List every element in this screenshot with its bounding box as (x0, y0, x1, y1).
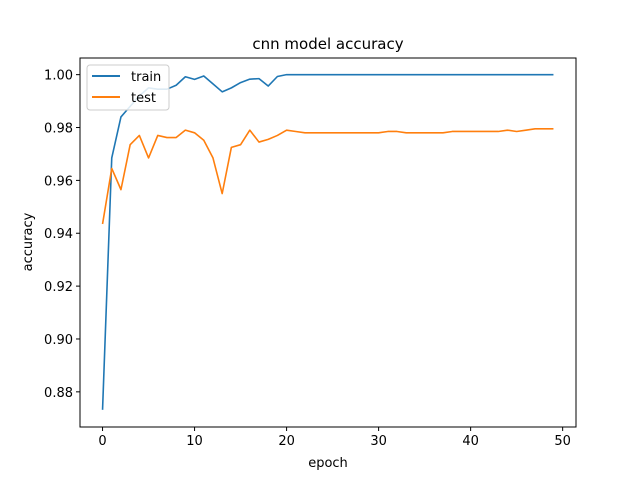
legend: train test (86, 64, 170, 111)
x-tick-label: 20 (278, 434, 295, 449)
y-axis-title: accuracy (21, 212, 36, 271)
y-tick-label: 0.98 (44, 122, 73, 137)
y-tick-label: 0.88 (44, 386, 73, 401)
plot-area (101, 73, 554, 410)
axes-frame (79, 57, 577, 428)
legend-label-train: train (131, 70, 161, 85)
x-axis-title: epoch (308, 456, 348, 471)
x-tick-label: 10 (186, 434, 203, 449)
legend-label-test: test (131, 91, 156, 106)
x-tick-label: 0 (98, 434, 106, 449)
series-line-test (101, 128, 554, 225)
x-tick-label: 40 (462, 434, 479, 449)
x-tick-label: 50 (554, 434, 571, 449)
y-tick-label: 0.92 (44, 280, 73, 295)
y-tick-label: 0.94 (44, 227, 73, 242)
y-tick-label: 0.96 (44, 174, 73, 189)
y-tick-label: 0.90 (44, 333, 73, 348)
y-tick-label: 1.00 (44, 69, 73, 84)
x-tick-label: 30 (370, 434, 387, 449)
chart-title: cnn model accuracy (252, 35, 403, 53)
series-line-train (101, 73, 554, 410)
axis-ticks: 0 10 20 30 40 50 0.88 0.90 0.92 0.94 0.96 0.98 1.00 (44, 69, 571, 449)
